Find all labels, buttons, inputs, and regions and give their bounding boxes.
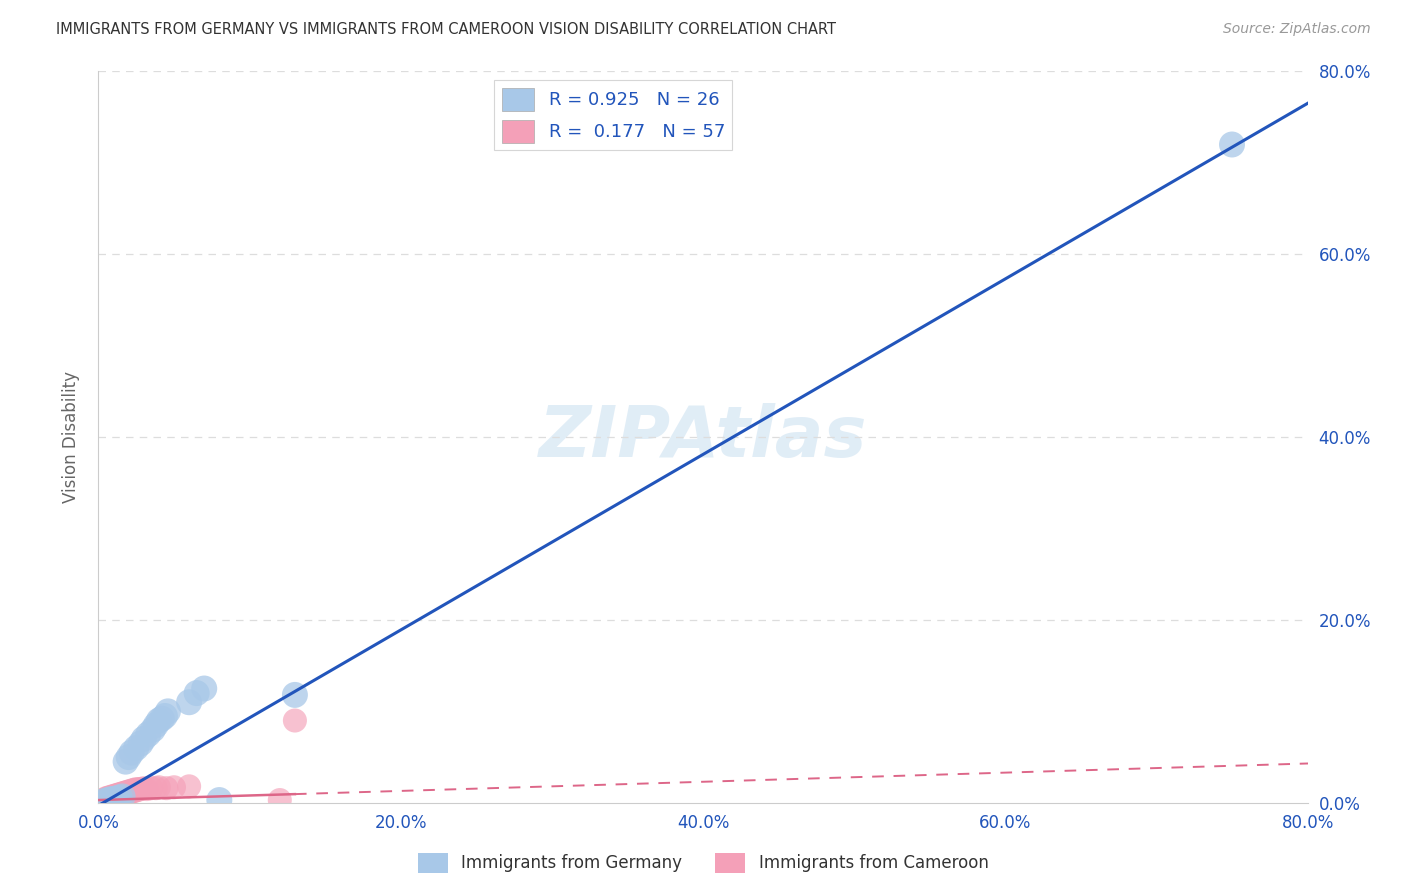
Point [111,788,134,802]
Point [98,790,121,805]
Legend: Immigrants from Germany, Immigrants from Cameroon: Immigrants from Germany, Immigrants from… [411,847,995,880]
Point [101,790,124,805]
Point [186,686,208,700]
Point [141,781,163,796]
Point [105,789,128,804]
Point [150,712,173,726]
Point [120,785,142,799]
Point [103,789,125,804]
Point [208,793,231,807]
Point [103,790,125,805]
Point [107,789,129,803]
Point [111,789,134,804]
Point [108,788,131,802]
Point [163,780,186,795]
Point [100,792,122,806]
Point [108,789,131,803]
Point [145,781,167,796]
Text: Source: ZipAtlas.com: Source: ZipAtlas.com [1223,22,1371,37]
Point [115,786,138,800]
Point [107,788,129,802]
Point [284,688,307,702]
Point [122,784,145,798]
Point [111,787,134,801]
Point [121,746,143,760]
Point [142,723,165,737]
Point [93,794,115,808]
Point [105,791,128,805]
Point [148,714,170,728]
Point [96,792,118,806]
Point [108,790,131,805]
Point [179,780,201,794]
Point [104,789,127,803]
Point [179,695,201,709]
Point [135,782,157,797]
Point [155,781,177,796]
Point [145,718,167,732]
Point [105,789,128,803]
Point [125,782,148,797]
Point [118,750,141,764]
Point [125,740,148,755]
Point [125,783,148,797]
Point [96,791,118,805]
Point [114,755,136,769]
Point [101,789,124,804]
Point [114,787,136,801]
Point [98,791,121,805]
Point [120,784,142,798]
Point [127,783,149,797]
Point [103,792,125,806]
Point [100,791,122,805]
Point [124,783,146,797]
Text: IMMIGRANTS FROM GERMANY VS IMMIGRANTS FROM CAMEROON VISION DISABILITY CORRELATIO: IMMIGRANTS FROM GERMANY VS IMMIGRANTS FR… [56,22,837,37]
Point [118,785,141,799]
Point [132,781,155,796]
Point [193,681,215,696]
Point [110,788,132,802]
Point [153,709,176,723]
Point [124,784,146,798]
Point [121,784,143,798]
Point [132,731,155,746]
Point [136,727,159,741]
Point [115,785,138,799]
Point [94,791,117,805]
Point [112,787,135,801]
Point [122,783,145,797]
Point [128,782,150,797]
Point [129,736,152,750]
Point [110,787,132,801]
Point [93,793,115,807]
Point [1220,137,1243,152]
Point [129,782,152,797]
Point [121,785,143,799]
Y-axis label: Vision Disability: Vision Disability [62,371,80,503]
Point [91,793,114,807]
Point [284,714,307,728]
Point [156,705,179,719]
Point [112,786,135,800]
Legend: R = 0.925   N = 26, R =  0.177   N = 57: R = 0.925 N = 26, R = 0.177 N = 57 [495,80,733,150]
Text: ZIPAtlas: ZIPAtlas [538,402,868,472]
Point [100,790,122,805]
Point [114,786,136,800]
Point [104,789,127,804]
Point [94,792,117,806]
Point [269,793,291,807]
Point [148,780,170,795]
Point [96,793,118,807]
Point [118,786,141,800]
